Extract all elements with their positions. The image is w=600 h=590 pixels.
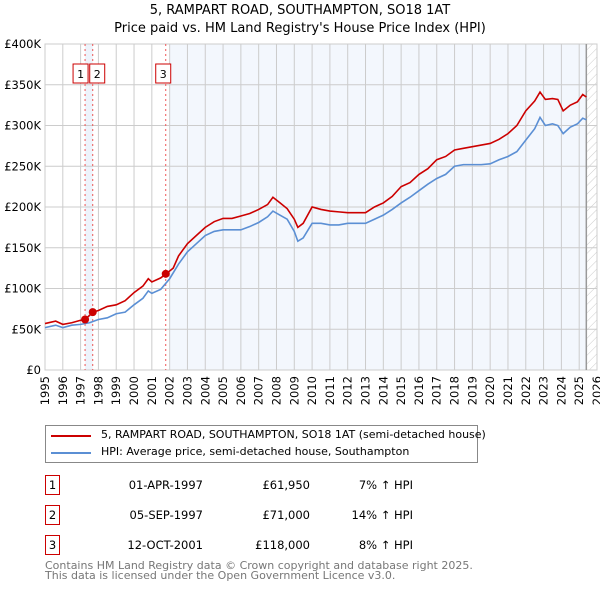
y-tick-label: £200K [4,200,41,214]
sale-marker-badge: 3 [45,535,60,555]
x-tick-label: 1998 [91,376,105,405]
x-tick-label: 2025 [572,376,586,405]
x-tick-label: 2023 [537,376,551,405]
sale-1-point [81,315,90,324]
sale-1-badge-label: 1 [77,68,84,81]
sale-price: £118,000 [255,538,310,552]
x-tick-label: 2017 [430,376,444,405]
x-tick-label: 2007 [252,376,266,405]
sale-price: £61,950 [262,478,310,492]
x-tick-label: 2008 [269,376,283,405]
legend-label: HPI: Average price, semi-detached house,… [101,445,410,458]
sale-price: £71,000 [262,508,310,522]
plot-border [44,43,598,371]
chart-subtitle: Price paid vs. HM Land Registry's House … [114,21,486,36]
x-tick-label: 2000 [127,376,141,405]
y-tick-label: £150K [4,241,41,255]
sale-2-badge [89,63,106,84]
x-tick-label: 2001 [145,376,159,405]
footer: Contains HM Land Registry data © Crown c… [45,559,473,582]
sale-2-point [88,308,97,317]
x-tick-label: 2020 [483,376,497,405]
x-tick-label: 1996 [56,376,70,405]
legend-swatch [51,435,91,437]
series-line-hpi [44,115,587,329]
y-tick-label: £350K [4,78,41,92]
x-tick-label: 1999 [109,376,123,405]
y-tick-label: £100K [4,282,41,296]
sale-3-badge [155,63,172,84]
y-tick-label: £300K [4,119,41,133]
sale-2-badge-label: 2 [94,68,101,81]
x-tick-label: 2002 [163,376,177,405]
sale-3-point [161,269,170,278]
x-tick-label: 2010 [305,376,319,405]
sale-marker-badge: 2 [45,505,60,525]
sale-3-badge-label: 3 [160,68,167,81]
y-tick-label: £50K [12,322,42,336]
sale-row: 2 05-SEP-1997 £71,000 14% ↑ HPI [45,505,465,525]
sale-1-badge [72,63,89,84]
chart-title: 5, RAMPART ROAD, SOUTHAMPTON, SO18 1AT [149,3,451,18]
footer-licence: This data is licensed under the Open Gov… [45,569,396,582]
x-tick-label: 2026 [590,376,600,405]
x-tick-label: 2006 [234,376,248,405]
x-tick-label: 2019 [465,376,479,405]
plot-area: 1995 1996 1997 1998 1999 2000 2001 2002 2003 2004… [4,37,600,405]
x-tick-label: 2011 [323,376,337,405]
x-tick-label: 2016 [412,376,426,405]
footer-copyright: Contains HM Land Registry data © Crown c… [45,559,473,572]
sale-row: 1 01-APR-1997 £61,950 7% ↑ HPI [45,475,465,495]
legend: 5, RAMPART ROAD, SOUTHAMPTON, SO18 1AT (… [45,425,486,463]
x-tick-label: 2015 [394,376,408,405]
sale-hpi-diff: 14% ↑ HPI [351,508,413,522]
x-tick-label: 2013 [359,376,373,405]
x-tick-label: 2005 [216,376,230,405]
x-tick-label: 1995 [38,376,52,405]
x-tick-label: 2012 [341,376,355,405]
sale-row: 3 12-OCT-2001 £118,000 8% ↑ HPI [45,535,465,555]
sale-marker-badge: 1 [45,475,60,495]
legend-label: 5, RAMPART ROAD, SOUTHAMPTON, SO18 1AT (… [101,428,486,441]
sale-hpi-diff: 8% ↑ HPI [358,538,413,552]
x-tick-label: 2003 [180,376,194,405]
sale-date: 12-OCT-2001 [127,538,203,552]
x-tick-label: 2022 [519,376,533,405]
x-tick-label: 2018 [448,376,462,405]
y-tick-label: £250K [4,159,41,173]
y-tick-label: £0 [26,363,41,377]
x-tick-label: 2009 [287,376,301,405]
x-tick-label: 1997 [74,376,88,405]
x-tick-label: 2014 [376,376,390,405]
y-tick-label: £400K [4,37,41,51]
sale-date: 01-APR-1997 [128,478,203,492]
sale-date: 05-SEP-1997 [129,508,203,522]
legend-swatch [51,452,91,454]
x-tick-label: 2021 [501,376,515,405]
x-tick-label: 2004 [198,376,212,405]
sale-hpi-diff: 7% ↑ HPI [358,478,413,492]
series-line-property [44,90,587,326]
x-tick-label: 2024 [554,376,568,405]
